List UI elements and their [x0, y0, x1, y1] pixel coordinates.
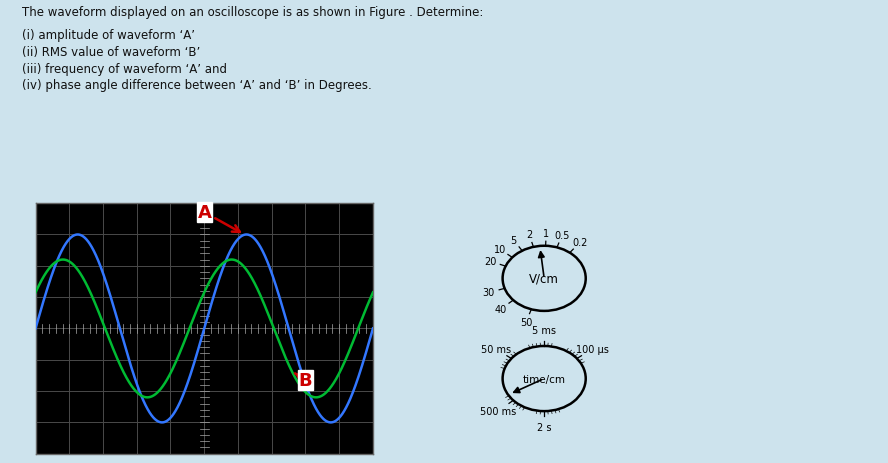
Text: 0.2: 0.2 — [572, 238, 588, 248]
Text: 5 ms: 5 ms — [532, 326, 556, 336]
Text: 2: 2 — [526, 230, 532, 240]
Text: (i) amplitude of waveform ‘A’: (i) amplitude of waveform ‘A’ — [22, 29, 195, 42]
Text: The waveform displayed on an oscilloscope is as shown in Figure . Determine:: The waveform displayed on an oscilloscop… — [22, 6, 484, 19]
Text: 2 s: 2 s — [537, 422, 551, 432]
Text: 5: 5 — [511, 235, 517, 245]
Text: 500 ms: 500 ms — [480, 406, 517, 416]
Text: B: B — [295, 371, 313, 389]
Text: (iii) frequency of waveform ‘A’ and: (iii) frequency of waveform ‘A’ and — [22, 63, 227, 75]
Text: 0.5: 0.5 — [554, 231, 570, 240]
Text: 100 μs: 100 μs — [576, 344, 609, 354]
Text: 1: 1 — [543, 228, 550, 238]
Text: 30: 30 — [483, 288, 495, 298]
Text: 50: 50 — [520, 317, 533, 327]
Text: 10: 10 — [494, 244, 506, 255]
Text: A: A — [197, 204, 240, 232]
Text: 40: 40 — [495, 304, 507, 314]
Text: (ii) RMS value of waveform ‘B’: (ii) RMS value of waveform ‘B’ — [22, 46, 201, 59]
Text: 20: 20 — [484, 257, 496, 267]
Text: (iv) phase angle difference between ‘A’ and ‘B’ in Degrees.: (iv) phase angle difference between ‘A’ … — [22, 79, 372, 92]
Text: time/cm: time/cm — [523, 374, 566, 384]
Text: 50 ms: 50 ms — [480, 344, 511, 354]
Text: V/cm: V/cm — [529, 272, 559, 285]
